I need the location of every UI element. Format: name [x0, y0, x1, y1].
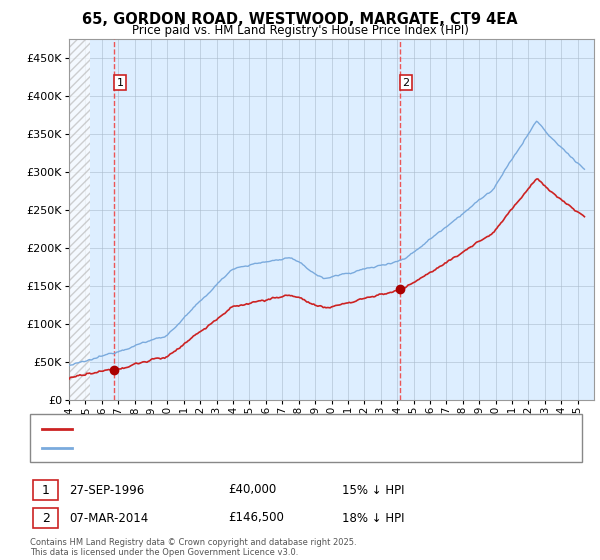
- Text: 27-SEP-1996: 27-SEP-1996: [69, 483, 144, 497]
- Text: 2: 2: [41, 511, 50, 525]
- Text: HPI: Average price, semi-detached house, Thanet: HPI: Average price, semi-detached house,…: [78, 443, 336, 452]
- Text: 1: 1: [116, 77, 124, 87]
- Text: 2: 2: [403, 77, 410, 87]
- Text: 15% ↓ HPI: 15% ↓ HPI: [342, 483, 404, 497]
- Text: 07-MAR-2014: 07-MAR-2014: [69, 511, 148, 525]
- Text: £146,500: £146,500: [228, 511, 284, 525]
- Text: Price paid vs. HM Land Registry's House Price Index (HPI): Price paid vs. HM Land Registry's House …: [131, 24, 469, 36]
- Text: 18% ↓ HPI: 18% ↓ HPI: [342, 511, 404, 525]
- Bar: [69, 39, 89, 400]
- Text: £40,000: £40,000: [228, 483, 276, 497]
- Text: 65, GORDON ROAD, WESTWOOD, MARGATE, CT9 4EA (semi-detached house): 65, GORDON ROAD, WESTWOOD, MARGATE, CT9 …: [78, 424, 481, 433]
- Text: 65, GORDON ROAD, WESTWOOD, MARGATE, CT9 4EA: 65, GORDON ROAD, WESTWOOD, MARGATE, CT9 …: [82, 12, 518, 27]
- Text: 1: 1: [41, 483, 50, 497]
- Text: Contains HM Land Registry data © Crown copyright and database right 2025.
This d: Contains HM Land Registry data © Crown c…: [30, 538, 356, 557]
